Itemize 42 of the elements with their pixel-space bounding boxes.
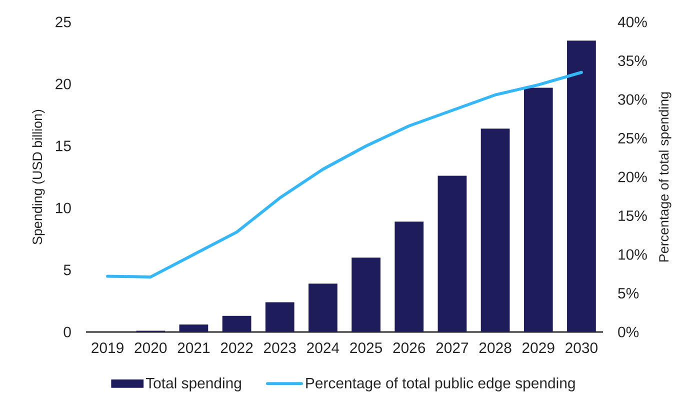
y2-tick-label: 5%	[618, 288, 639, 299]
x-tick-label: 2030	[566, 342, 598, 354]
x-tick-label: 2024	[307, 342, 340, 354]
x-tick-label: 2022	[220, 342, 253, 354]
line-series	[106, 70, 583, 278]
x-tick-label: 2020	[134, 342, 167, 354]
x-tick-label: 2019	[92, 342, 124, 354]
y2-tick-label: 15%	[618, 210, 647, 222]
bar	[480, 128, 510, 332]
x-tick-label: 2028	[479, 342, 512, 354]
y2-axis-title: Percentage of total spending	[658, 92, 672, 262]
y2-tick-label: 30%	[618, 94, 647, 105]
bar	[438, 176, 467, 332]
y-tick-label: 25	[56, 16, 71, 28]
y2-tick-label: 35%	[618, 55, 647, 66]
y2-tick-label: 25%	[618, 132, 647, 144]
y-tick-label: 20	[56, 78, 71, 90]
bar	[394, 222, 424, 332]
y2-tick-label: 0%	[618, 326, 639, 338]
x-tick-label: 2027	[436, 342, 468, 354]
y-tick-label: 5	[64, 264, 71, 276]
y-axis-title: Spending (USD billion)	[32, 110, 45, 244]
x-tick-label: 2029	[522, 342, 554, 354]
bar	[567, 40, 596, 332]
bar	[265, 302, 294, 332]
y-tick-label: 15	[56, 140, 71, 152]
y-tick-label: 0	[64, 326, 71, 338]
x-tick-label: 2023	[264, 342, 296, 354]
x-tick-label: 2026	[393, 342, 426, 354]
legend-label: Percentage of total public edge spending	[306, 377, 575, 392]
y-tick-label: 10	[56, 202, 71, 214]
y2-tick-label: 20%	[618, 172, 647, 182]
bar	[308, 284, 338, 332]
y2-tick-label: 40%	[618, 16, 647, 28]
y2-tick-label: 10%	[618, 249, 647, 260]
bar	[179, 324, 208, 332]
bar	[352, 258, 380, 332]
bar	[524, 88, 553, 332]
legend-label: Total spending	[146, 377, 241, 392]
x-tick-label: 2025	[350, 342, 382, 354]
x-tick-label: 2021	[178, 342, 210, 354]
bar	[222, 316, 252, 332]
